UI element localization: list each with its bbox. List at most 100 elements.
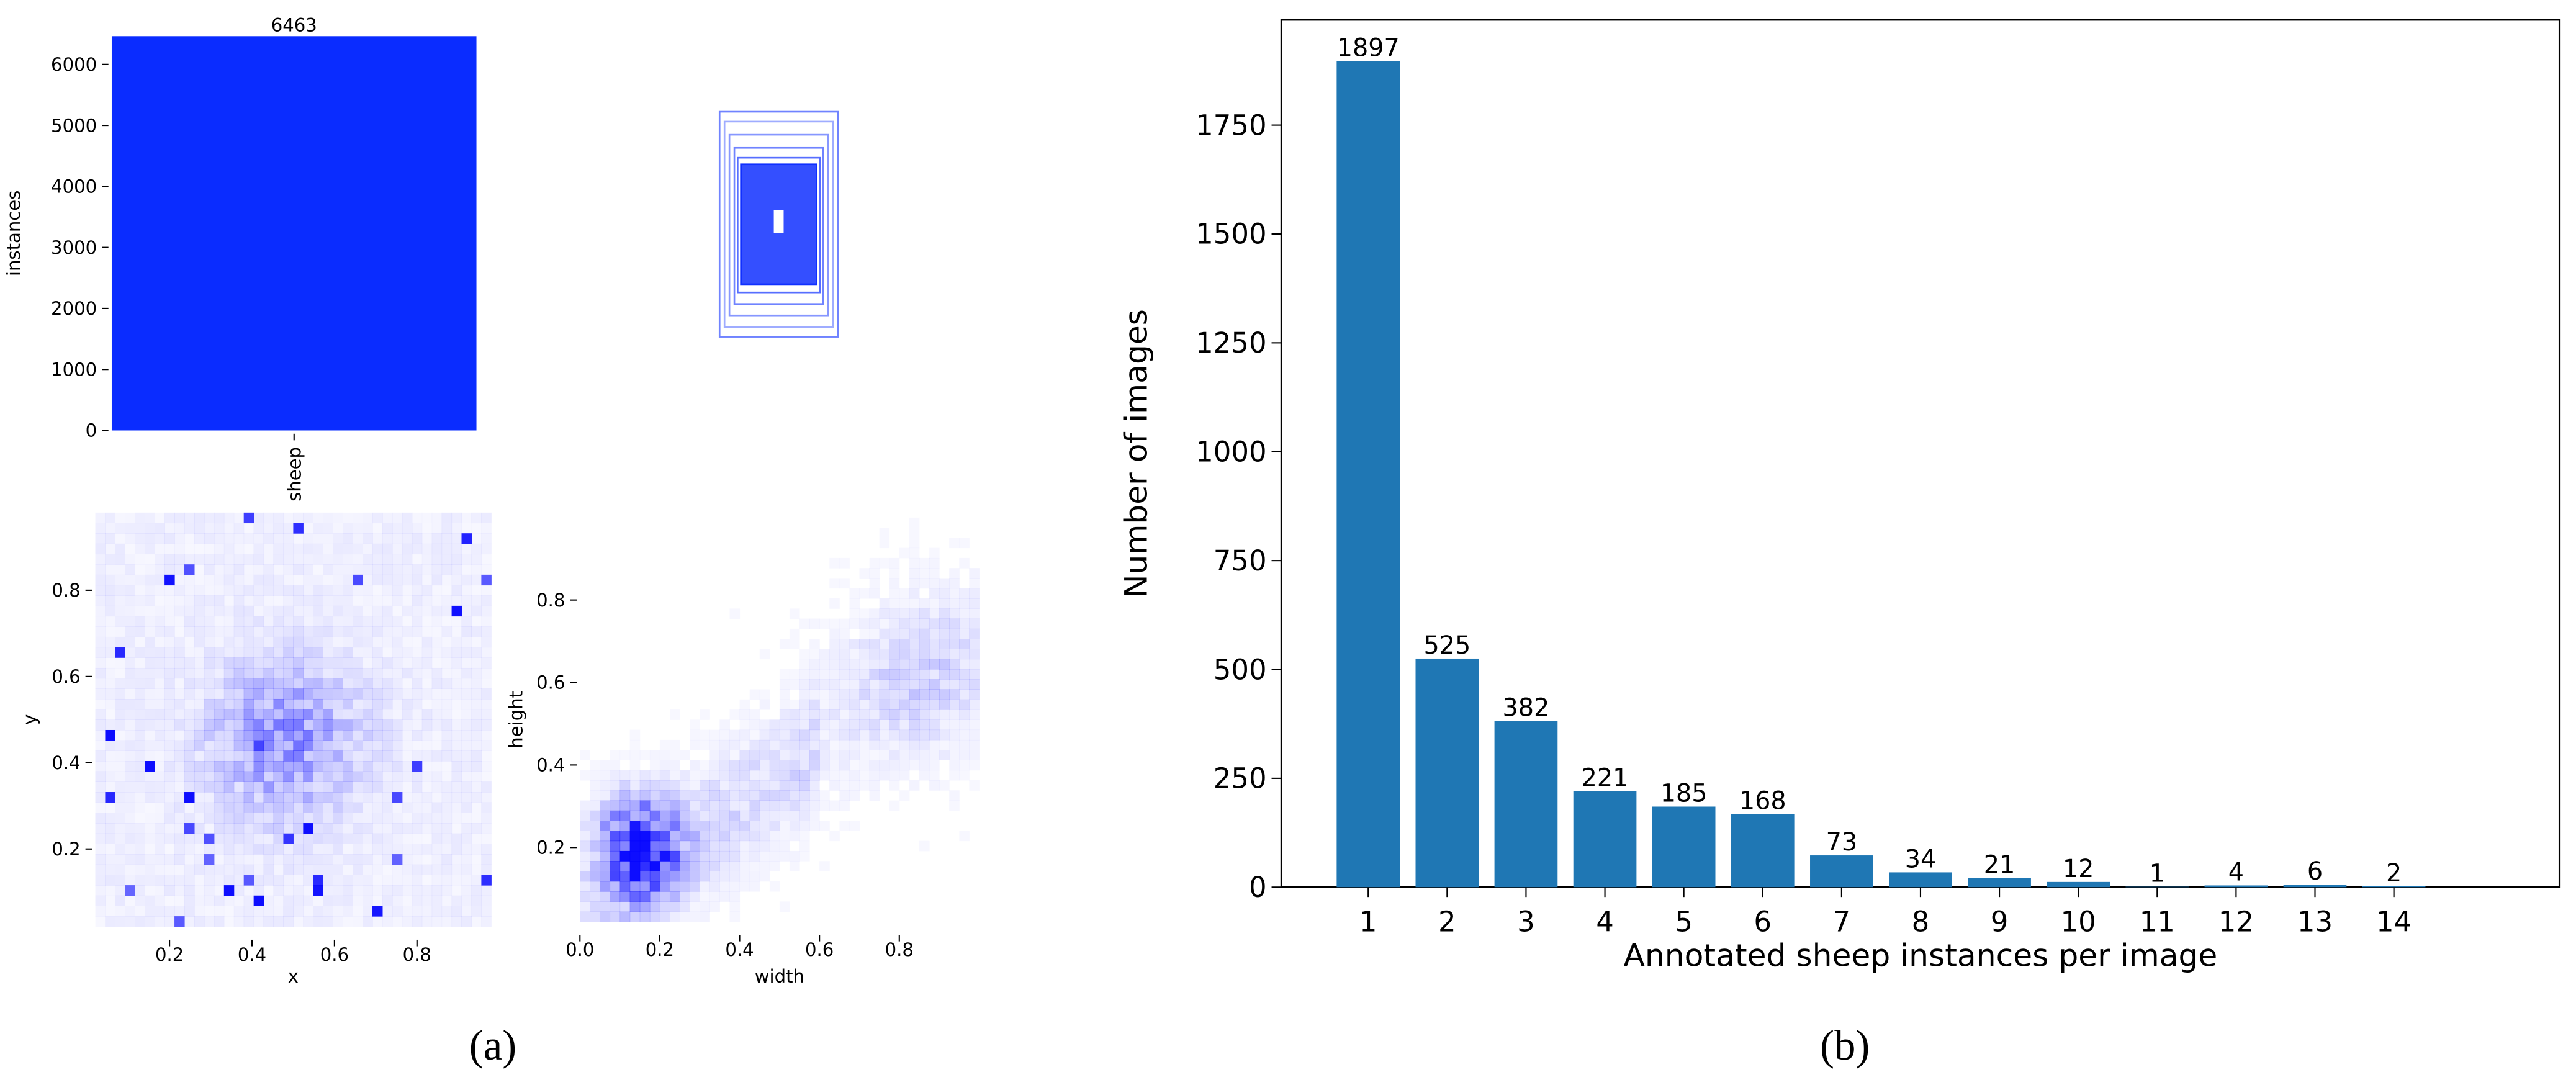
heatmap-cell bbox=[421, 605, 433, 617]
heatmap-cell bbox=[372, 564, 383, 575]
heatmap-cell bbox=[421, 792, 433, 803]
heatmap-cell bbox=[639, 780, 651, 791]
heatmap-cell bbox=[223, 667, 235, 679]
heatmap-cell bbox=[441, 678, 453, 689]
heatmap-cell bbox=[263, 523, 274, 534]
heatmap-cell bbox=[580, 911, 590, 922]
heatmap-cell bbox=[243, 678, 254, 689]
heatmap-cell bbox=[174, 523, 185, 534]
heatmap-cell bbox=[392, 823, 403, 834]
heatmap-cell bbox=[619, 881, 631, 892]
heatmap-cell bbox=[115, 636, 125, 648]
heatmap-cell bbox=[799, 679, 810, 690]
heatmap-cell bbox=[283, 906, 294, 917]
heatmap-cell bbox=[412, 678, 423, 689]
heatmap-cell bbox=[273, 523, 284, 534]
heatmap-cell bbox=[392, 813, 403, 824]
heatmap-cell bbox=[869, 628, 880, 639]
heatmap-cell bbox=[421, 916, 433, 927]
heatmap-cell bbox=[889, 770, 900, 781]
heatmap-cell bbox=[849, 770, 860, 781]
heatmap-cell bbox=[372, 833, 383, 844]
heatmap-cell bbox=[372, 605, 383, 617]
heatmap-cell bbox=[580, 840, 590, 852]
heatmap-cell bbox=[659, 770, 670, 781]
y-axis-label: instances bbox=[3, 191, 24, 276]
heatmap-cell bbox=[363, 523, 373, 534]
heatmap-cell bbox=[431, 647, 443, 658]
y-tick-label: 4000 bbox=[51, 176, 97, 197]
heatmap-cell bbox=[629, 790, 641, 801]
heatmap-cell bbox=[839, 649, 850, 660]
heatmap-cell bbox=[780, 689, 790, 700]
heatmap-cell bbox=[293, 802, 304, 813]
heatmap-cell bbox=[719, 821, 730, 831]
heatmap-cell bbox=[799, 831, 810, 841]
heatmap-cell bbox=[115, 781, 125, 793]
heatmap-cell bbox=[243, 844, 254, 855]
heatmap-cell bbox=[739, 790, 750, 801]
heatmap-cell bbox=[263, 595, 274, 606]
heatmap-cell bbox=[135, 637, 145, 647]
heatmap-cell bbox=[839, 689, 850, 700]
heatmap-cell bbox=[333, 771, 343, 782]
heatmap-cell bbox=[303, 833, 313, 844]
heatmap-cell bbox=[461, 647, 472, 658]
heatmap-cell bbox=[353, 543, 363, 555]
heatmap-cell bbox=[145, 729, 155, 741]
heatmap-cell bbox=[670, 750, 680, 760]
heatmap-cell bbox=[155, 543, 165, 555]
heatmap-cell bbox=[95, 885, 106, 896]
heatmap-cell bbox=[899, 760, 910, 771]
heatmap-cell bbox=[155, 574, 165, 586]
x-tick-label: 3 bbox=[1517, 906, 1535, 939]
heatmap-cell bbox=[115, 792, 125, 803]
heatmap-cell bbox=[402, 885, 413, 896]
heatmap-cell bbox=[481, 688, 492, 700]
heatmap-cell bbox=[115, 885, 125, 896]
heatmap-cell bbox=[899, 719, 910, 731]
heatmap-cell bbox=[739, 840, 750, 852]
heatmap-cell bbox=[372, 781, 383, 793]
heatmap-cell bbox=[629, 901, 641, 912]
heatmap-cell bbox=[421, 667, 433, 679]
heatmap-cell bbox=[155, 554, 165, 565]
heatmap-cell bbox=[273, 698, 284, 710]
heatmap-cell bbox=[194, 564, 204, 575]
heatmap-cell bbox=[461, 823, 472, 834]
heatmap-cell bbox=[223, 813, 235, 824]
heatmap-cell bbox=[313, 616, 323, 627]
heatmap-cell bbox=[243, 595, 254, 606]
heatmap-cell bbox=[194, 636, 205, 648]
heatmap-cell bbox=[253, 833, 264, 844]
heatmap-cell bbox=[135, 574, 145, 586]
heatmap-cell bbox=[174, 626, 184, 637]
heatmap-cell bbox=[95, 616, 106, 627]
heatmap-cell bbox=[313, 523, 323, 534]
heatmap-cell bbox=[253, 719, 264, 731]
heatmap-cell bbox=[402, 781, 412, 792]
heatmap-cell bbox=[293, 523, 304, 534]
heatmap-cell bbox=[929, 557, 940, 569]
heatmap-cell bbox=[929, 669, 940, 680]
heatmap-cell bbox=[451, 864, 462, 875]
heatmap-cell bbox=[145, 885, 155, 896]
heatmap-cell bbox=[353, 554, 363, 565]
heatmap-cell bbox=[740, 740, 750, 750]
heatmap-cell bbox=[839, 729, 850, 741]
heatmap-cell bbox=[293, 636, 304, 648]
heatmap-cell bbox=[204, 719, 215, 731]
heatmap-cell bbox=[471, 761, 482, 772]
heatmap-cell bbox=[859, 669, 870, 680]
heatmap-cell bbox=[759, 821, 770, 831]
heatmap-cell bbox=[105, 833, 115, 844]
heatmap-cell bbox=[105, 543, 115, 555]
heatmap-cell bbox=[363, 595, 373, 606]
heatmap-cell bbox=[303, 605, 313, 617]
heatmap-cell bbox=[739, 729, 750, 741]
heatmap-cell bbox=[829, 740, 840, 750]
heatmap-cell bbox=[829, 619, 840, 629]
heatmap-cell bbox=[115, 523, 125, 534]
y-tick-label: 0.8 bbox=[52, 580, 80, 601]
heatmap-cell bbox=[690, 881, 700, 892]
